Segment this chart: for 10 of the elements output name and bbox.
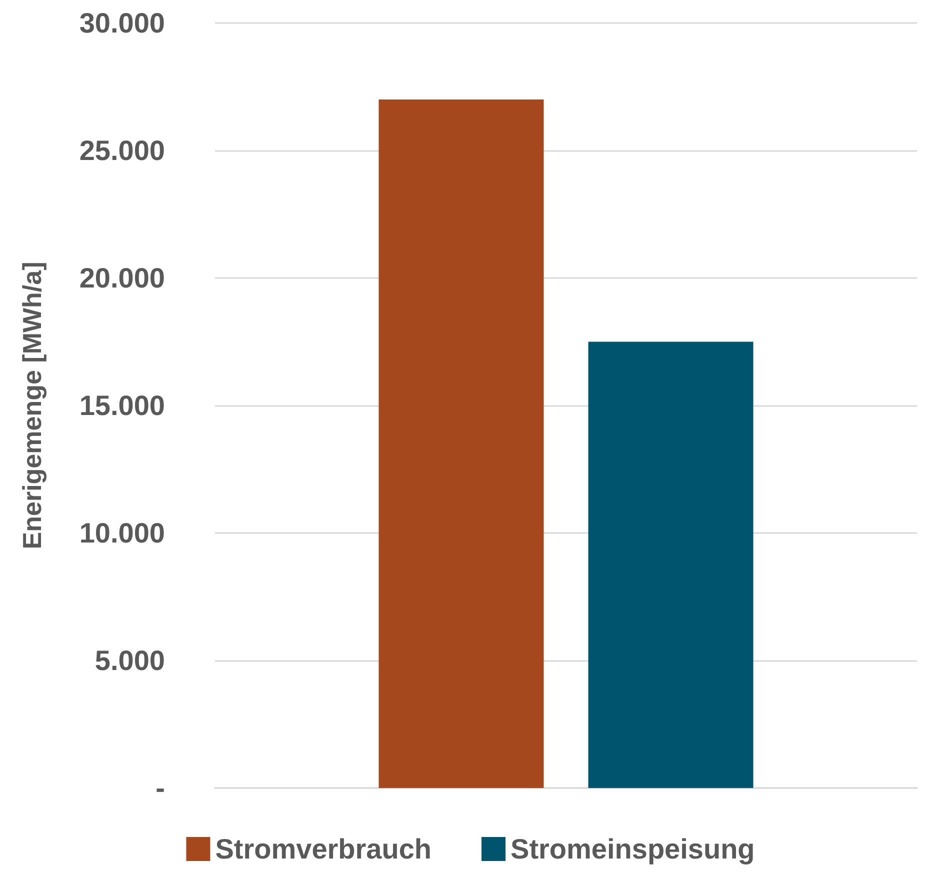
y-tick-label: 20.000 bbox=[79, 262, 165, 294]
y-tick-label: 10.000 bbox=[79, 518, 165, 548]
legend-label: Stromeinspeisung bbox=[510, 834, 755, 864]
y-tick-label: 5.000 bbox=[94, 645, 165, 676]
y-tick-label: 25.000 bbox=[79, 135, 165, 166]
legend-label: Stromverbrauch bbox=[215, 834, 432, 864]
y-tick-label: 15.000 bbox=[79, 390, 165, 421]
y-tick-label: 30.000 bbox=[79, 8, 165, 38]
y-tick-label: - bbox=[156, 772, 165, 804]
y-axis-title: Enerigemenge [MWh/a] bbox=[17, 262, 47, 550]
